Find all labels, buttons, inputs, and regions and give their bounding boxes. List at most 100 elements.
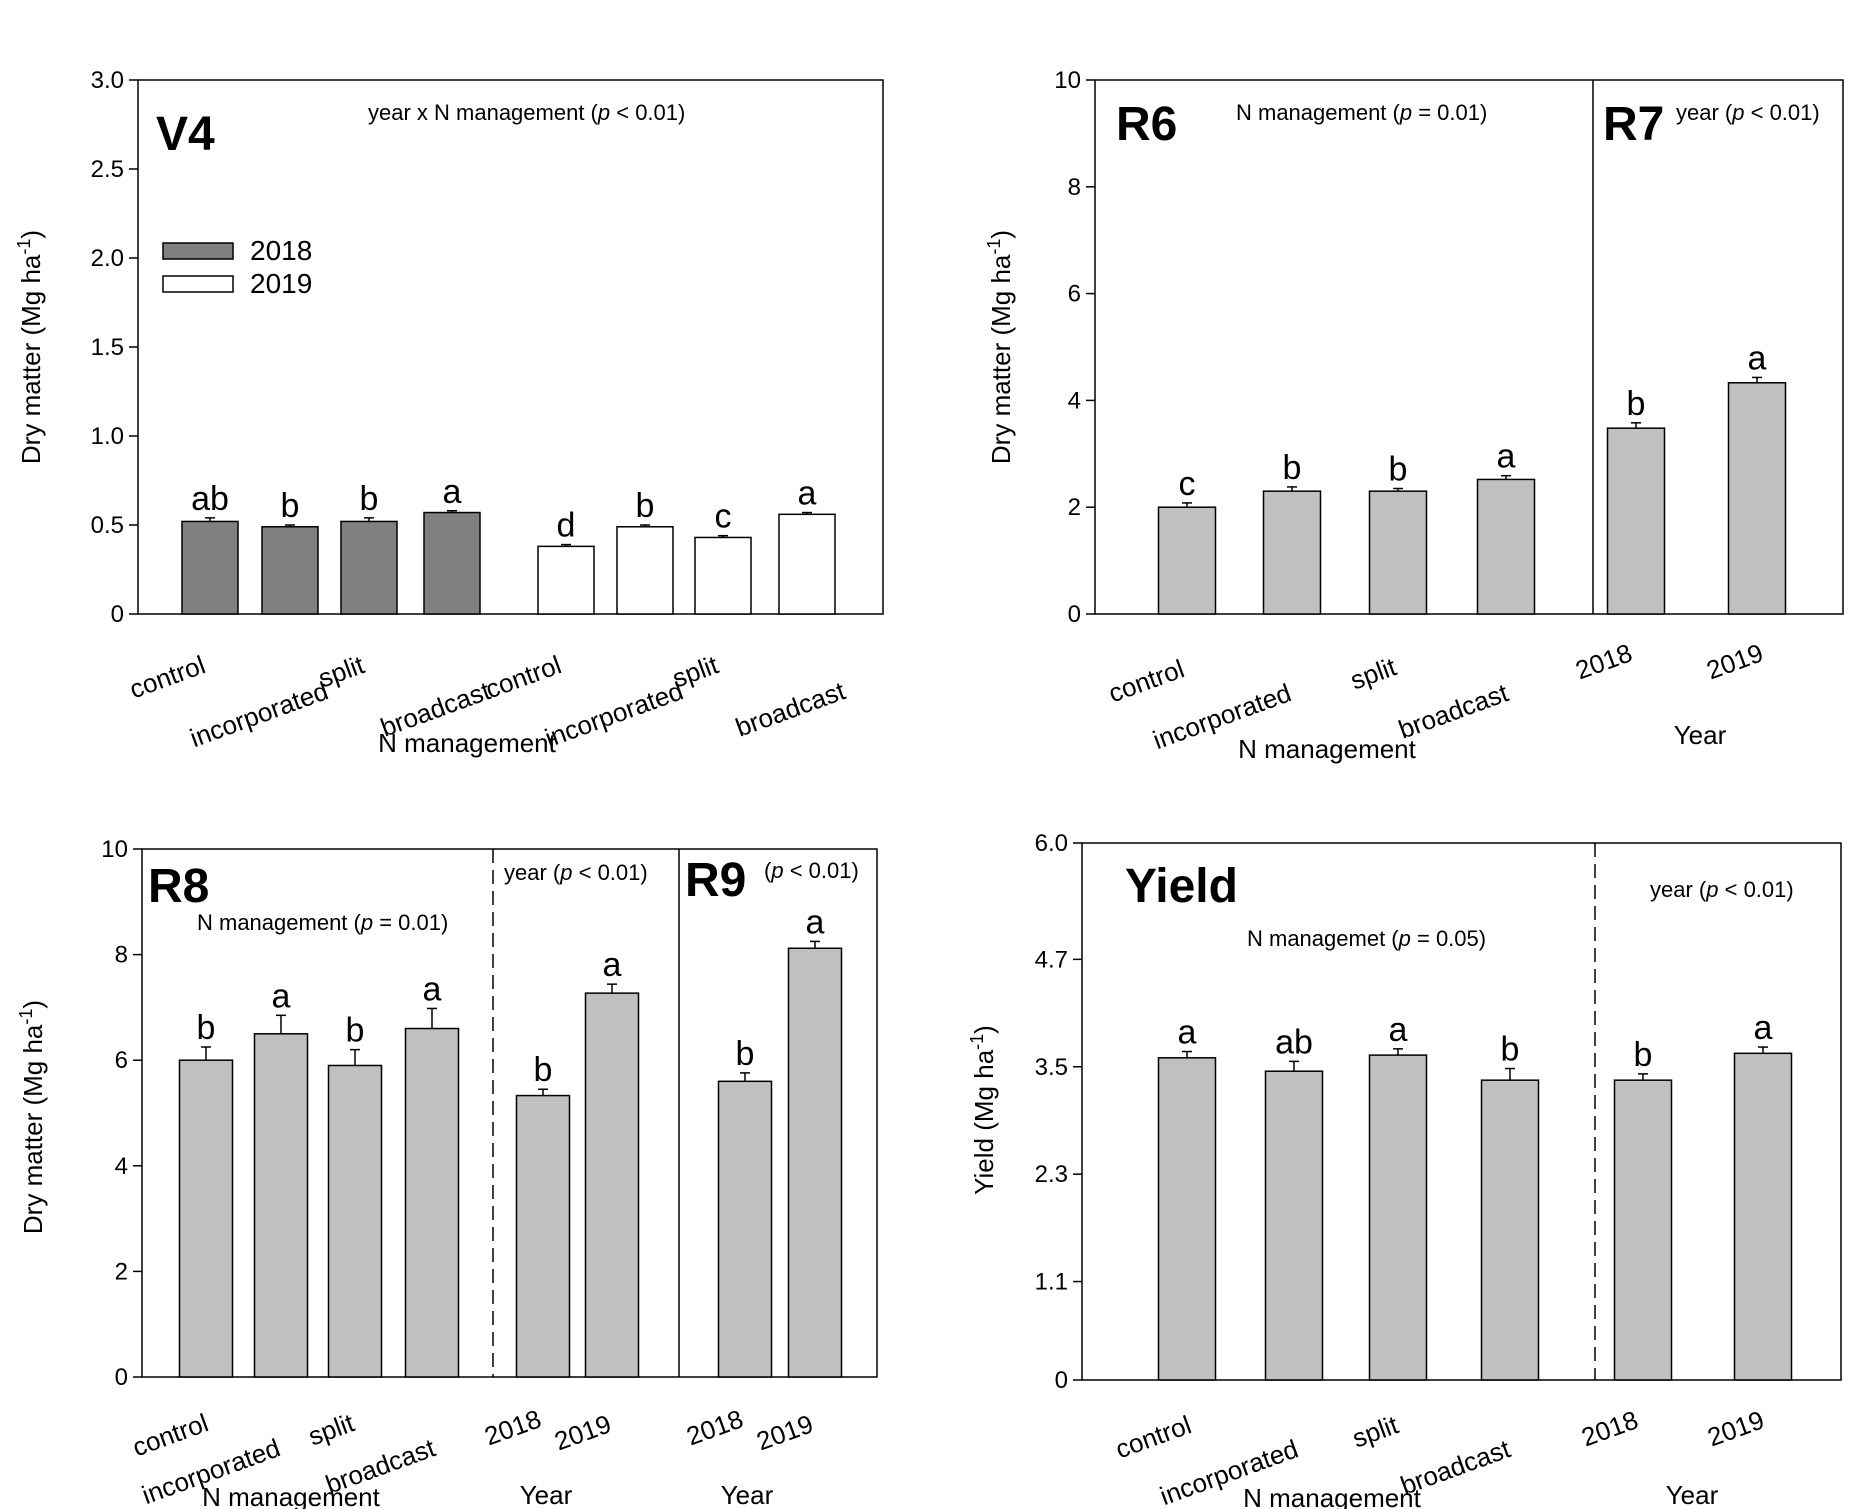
significance-letter: b: [636, 487, 655, 525]
bar: [1262, 490, 1322, 615]
x-tick-label: 2019: [752, 1408, 817, 1456]
stat-annotation-year-part: year (: [1650, 877, 1707, 902]
bar: [261, 526, 319, 615]
bar: [1368, 490, 1428, 615]
stat-annotation-part: N management (: [1236, 100, 1401, 125]
y-tick-label: 2.0: [91, 245, 124, 272]
x-tick-label: control: [125, 649, 209, 704]
significance-letter: b: [346, 1012, 365, 1050]
bar: [1157, 1057, 1217, 1381]
x-tick-label: split: [1346, 651, 1400, 695]
significance-letter: b: [534, 1051, 553, 1089]
x-tick-label: incorporated: [541, 675, 687, 753]
panel-label-r8: R8: [148, 860, 209, 913]
stat-annotation: N management (p = 0.01): [197, 910, 448, 935]
y-tick-label: 10: [101, 836, 128, 863]
stat-annotation-part: N management (: [197, 910, 362, 935]
significance-letter: a: [1754, 1009, 1773, 1047]
y-tick-label: 10: [1054, 67, 1081, 94]
y-axis-label-part: ): [16, 230, 46, 239]
bar: [1476, 478, 1536, 615]
bar: [694, 536, 752, 615]
y-axis-label-part: -1: [967, 1034, 987, 1050]
x-tick-label: control: [1104, 653, 1188, 708]
stat-annotation-year-part: < 0.01): [573, 860, 648, 885]
x-axis-label: N management: [1243, 1483, 1422, 1509]
bar: [1733, 1052, 1793, 1381]
stat-annotation-year: year (p < 0.01): [1650, 877, 1794, 902]
stat-annotation-part: p: [360, 910, 373, 935]
significance-letter: c: [1179, 465, 1196, 503]
panel-label-r6: R6: [1116, 98, 1177, 151]
x-axis-label-year: Year: [520, 1480, 573, 1509]
stat-annotation-part: = 0.05): [1411, 926, 1486, 951]
significance-letter: b: [1283, 449, 1302, 487]
y-axis-label: Dry matter (Mg ha-1): [14, 230, 46, 464]
y-tick-label: 2: [115, 1258, 128, 1285]
x-tick-label: incorporated: [186, 675, 332, 753]
stat-annotation-year-part: p: [559, 860, 572, 885]
y-axis-label-part: ): [986, 230, 1016, 239]
y-tick-label: 2.3: [1035, 1161, 1068, 1188]
significance-letter: a: [443, 473, 462, 511]
significance-letter: b: [1389, 451, 1408, 489]
y-tick-label: 0.5: [91, 512, 124, 539]
y-tick-label: 8: [1068, 174, 1081, 201]
stat-annotation-part: = 0.01): [1412, 100, 1487, 125]
x-tick-label: 2018: [1571, 637, 1636, 685]
legend-swatch-2018: [162, 242, 234, 260]
stat-annotation-r9-part: (: [764, 858, 772, 883]
y-tick-label: 6: [115, 1047, 128, 1074]
bar: [1727, 382, 1787, 615]
significance-letter: b: [1634, 1036, 1653, 1074]
y-axis-label-part: -1: [984, 239, 1004, 255]
bar: [181, 520, 239, 615]
stat-annotation-part: = 0.01): [373, 910, 448, 935]
panel-label-r9: R9: [685, 854, 746, 907]
stat-annotation-year-part: < 0.01): [1719, 877, 1794, 902]
significance-letter: b: [736, 1035, 755, 1073]
significance-letter: a: [1748, 339, 1767, 377]
bar: [253, 1033, 309, 1378]
x-tick-label: split: [314, 649, 368, 693]
bar: [1157, 506, 1217, 615]
bar: [1264, 1070, 1324, 1381]
plot-frame: [137, 79, 884, 615]
bar: [404, 1027, 460, 1378]
y-tick-label: 4.7: [1035, 946, 1068, 973]
significance-letter: a: [798, 475, 817, 513]
y-tick-label: 0: [111, 601, 124, 628]
significance-letter: c: [715, 498, 732, 536]
x-tick-label: 2018: [1577, 1404, 1642, 1452]
bar: [537, 545, 595, 615]
legend-label-2018: 2018: [250, 235, 312, 266]
y-axis-label: Dry matter (Mg ha-1): [984, 230, 1016, 464]
stat-annotation-r9-part: < 0.01): [784, 858, 859, 883]
x-tick-label: 2019: [550, 1408, 615, 1456]
plot-frame: [1094, 79, 1844, 615]
significance-letter: b: [1501, 1031, 1520, 1069]
legend-swatch-2019: [162, 275, 234, 293]
y-axis-label: Dry matter (Mg ha-1): [16, 1000, 48, 1234]
significance-letter: ab: [1275, 1023, 1313, 1061]
bar: [178, 1059, 234, 1378]
y-tick-label: 8: [115, 942, 128, 969]
y-axis-label-part: Dry matter (Mg ha: [986, 254, 1016, 464]
bar: [423, 511, 481, 615]
y-tick-label: 4: [1068, 387, 1081, 414]
y-tick-label: 0: [1068, 601, 1081, 628]
stat-annotation-r9-part: p: [770, 858, 783, 883]
stat-annotation-year-part: p: [1731, 100, 1744, 125]
significance-letter: b: [281, 487, 300, 525]
bar: [515, 1094, 571, 1378]
stat-annotation-part: p: [597, 100, 610, 125]
stat-annotation-year-part: < 0.01): [1745, 100, 1820, 125]
legend-label-2019: 2019: [250, 268, 312, 299]
y-tick-label: 4: [115, 1153, 128, 1180]
x-axis-label-year: Year: [1666, 1480, 1719, 1509]
significance-letter: a: [1178, 1014, 1197, 1052]
y-tick-label: 2.5: [91, 156, 124, 183]
significance-letter: b: [1627, 385, 1646, 423]
y-axis-label: Yield (Mg ha-1): [967, 1025, 999, 1195]
y-tick-label: 1.0: [91, 423, 124, 450]
